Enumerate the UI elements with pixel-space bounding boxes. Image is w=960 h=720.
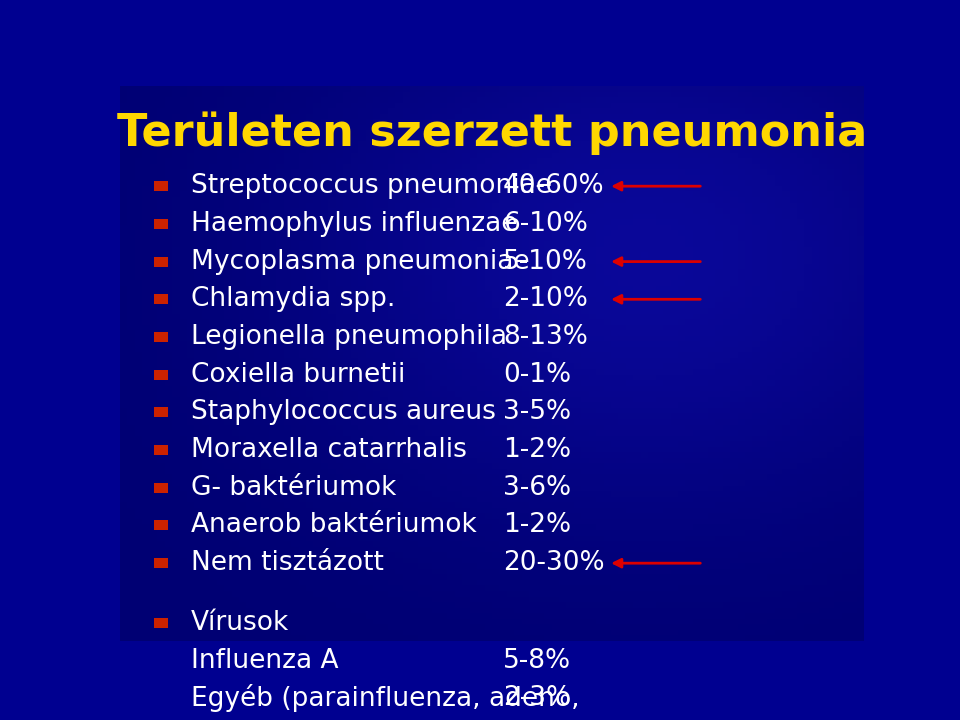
FancyBboxPatch shape: [155, 181, 168, 192]
FancyBboxPatch shape: [155, 656, 168, 666]
Text: Chlamydia spp.: Chlamydia spp.: [191, 287, 396, 312]
FancyBboxPatch shape: [155, 445, 168, 455]
Text: Staphylococcus aureus: Staphylococcus aureus: [191, 400, 495, 426]
Text: Vírusok: Vírusok: [191, 610, 289, 636]
FancyBboxPatch shape: [155, 558, 168, 568]
FancyBboxPatch shape: [155, 294, 168, 305]
FancyBboxPatch shape: [155, 483, 168, 492]
Text: 3-6%: 3-6%: [503, 474, 571, 501]
FancyBboxPatch shape: [155, 256, 168, 266]
Text: Nem tisztázott: Nem tisztázott: [191, 550, 384, 576]
Text: 2-3%: 2-3%: [503, 685, 571, 711]
Text: Haemophylus influenzae: Haemophylus influenzae: [191, 211, 517, 237]
Text: 2-10%: 2-10%: [503, 287, 588, 312]
Text: Coxiella burnetii: Coxiella burnetii: [191, 361, 405, 387]
Text: 6-10%: 6-10%: [503, 211, 588, 237]
Text: Egyéb (parainfluenza, adeno,: Egyéb (parainfluenza, adeno,: [191, 685, 579, 713]
Text: Anaerob baktériumok: Anaerob baktériumok: [191, 513, 476, 539]
Text: 40-60%: 40-60%: [503, 174, 605, 199]
Text: 20-30%: 20-30%: [503, 550, 605, 576]
Text: G- baktériumok: G- baktériumok: [191, 474, 396, 501]
Text: Legionella pneumophila: Legionella pneumophila: [191, 324, 507, 350]
FancyBboxPatch shape: [155, 618, 168, 628]
FancyBboxPatch shape: [155, 408, 168, 418]
Text: 5-8%: 5-8%: [503, 648, 571, 674]
Text: 1-2%: 1-2%: [503, 437, 571, 463]
FancyBboxPatch shape: [155, 521, 168, 531]
Text: 0-1%: 0-1%: [503, 361, 571, 387]
Text: Influenza A: Influenza A: [191, 648, 338, 674]
Text: 8-13%: 8-13%: [503, 324, 588, 350]
Text: Mycoplasma pneumoniae: Mycoplasma pneumoniae: [191, 248, 529, 274]
Text: 3-5%: 3-5%: [503, 400, 571, 426]
Text: 5-10%: 5-10%: [503, 248, 588, 274]
Text: Területen szerzett pneumonia: Területen szerzett pneumonia: [117, 112, 867, 156]
Text: 1-2%: 1-2%: [503, 513, 571, 539]
Text: Moraxella catarrhalis: Moraxella catarrhalis: [191, 437, 467, 463]
FancyBboxPatch shape: [155, 219, 168, 229]
Text: Streptococcus pneumoniae: Streptococcus pneumoniae: [191, 174, 552, 199]
FancyBboxPatch shape: [155, 369, 168, 379]
FancyBboxPatch shape: [155, 693, 168, 703]
FancyBboxPatch shape: [155, 332, 168, 342]
